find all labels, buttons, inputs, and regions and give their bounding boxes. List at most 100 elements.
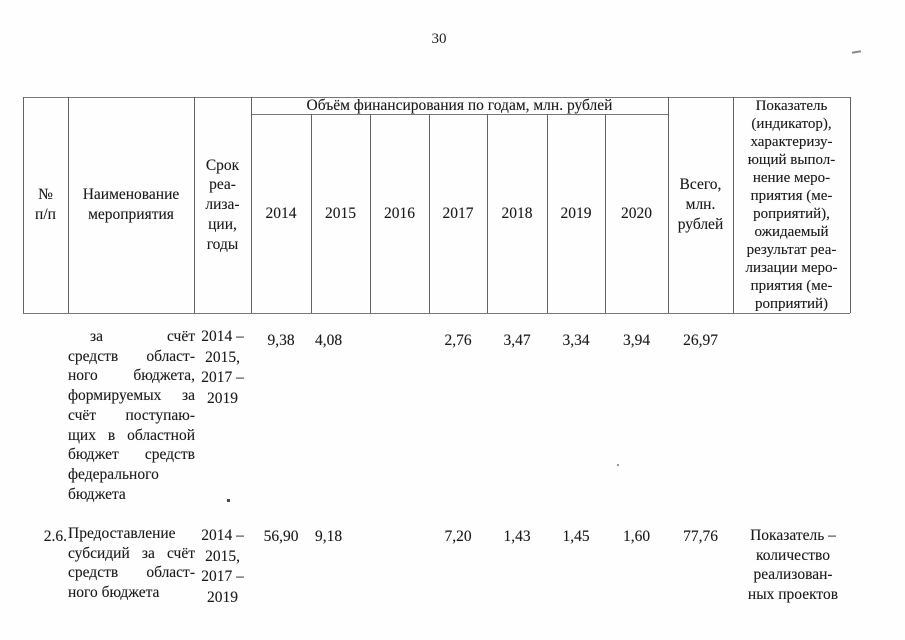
table-rule xyxy=(668,97,669,313)
header-col-num: № п/п xyxy=(23,97,68,313)
table-rule xyxy=(23,97,24,313)
text-line: рублей xyxy=(677,215,724,233)
row-term: 2014 – 2015, 2017 – 2019 xyxy=(194,327,251,409)
header-col-indicator: Показатель (индикатор), характеризу-ющий в… xyxy=(733,97,850,313)
word: област- xyxy=(146,347,195,365)
text-line: результат реа- xyxy=(746,242,837,258)
cell-value-2017: 7,20 xyxy=(444,528,472,545)
word: за xyxy=(181,387,195,405)
text-line: Всего, xyxy=(679,176,722,194)
word: за xyxy=(90,328,104,345)
text-line: лизации меро- xyxy=(745,260,838,276)
cell-value-2018: 1,43 xyxy=(503,528,531,545)
text-line: приятия (ме- xyxy=(750,188,833,204)
text-line: реа- xyxy=(209,176,236,194)
text-line: лиза- xyxy=(205,196,240,214)
text-line: нение меро- xyxy=(752,170,831,186)
header-year-2017: 2017 xyxy=(442,204,474,222)
table-rule xyxy=(850,97,851,313)
word: средств xyxy=(68,564,119,582)
row-indicator: Показатель – количество реализован-ных про… xyxy=(733,526,853,605)
word: в xyxy=(107,426,116,444)
word: поступаю- xyxy=(125,406,195,424)
row-number: 2.6. xyxy=(43,528,67,545)
header-col-name: Наименование мероприятия xyxy=(68,97,194,313)
header-year-2014: 2014 xyxy=(265,204,297,222)
cell-value-2019: 1,45 xyxy=(562,528,590,545)
text-line: счёт поступаю- xyxy=(68,406,195,426)
text-line: п/п xyxy=(35,206,56,223)
text-line: Предоставление xyxy=(68,525,176,542)
header-year-2019: 2019 xyxy=(560,204,592,222)
text-line: ных проектов xyxy=(747,586,839,604)
text-line: годы xyxy=(206,235,239,253)
text-line: мероприятия xyxy=(88,206,174,223)
text-line: средств област- xyxy=(68,347,195,367)
text-line: количество xyxy=(756,546,830,564)
cell-value-2017: 2,76 xyxy=(444,332,472,349)
text-line: 2014 – xyxy=(201,328,244,345)
word: щих xyxy=(68,426,96,444)
word: субсидий xyxy=(68,544,130,562)
table-rule xyxy=(370,114,371,313)
cell-value-2020: 1,60 xyxy=(622,528,651,545)
text-line: федерального xyxy=(68,465,159,483)
text-line: 2019 xyxy=(207,389,238,407)
table-rule xyxy=(487,114,488,313)
text-line: ции, xyxy=(208,215,237,233)
text-line: ющий выпол- xyxy=(747,152,836,168)
header-finance-span: Объём финансирования по годам, млн. рубл… xyxy=(306,96,613,114)
table-rule xyxy=(194,97,195,313)
word: за xyxy=(141,544,155,562)
text-line: Срок xyxy=(205,156,240,174)
header-year-2020: 2020 xyxy=(621,204,652,222)
word: счёт xyxy=(68,406,97,424)
text-line: роприятий), xyxy=(753,206,830,222)
text-line: щих в областной xyxy=(68,426,195,446)
table-rule xyxy=(311,114,312,313)
table-rule xyxy=(429,114,430,313)
word: бюджета, xyxy=(133,367,195,385)
header-col-term: Срок реа-лиза-ции, годы xyxy=(194,97,251,313)
word: средств xyxy=(144,446,195,464)
text-line: роприятий) xyxy=(754,296,829,312)
cell-value-2020: 3,94 xyxy=(622,332,651,349)
text-line: млн. xyxy=(685,196,716,214)
text-line: бюджет средств xyxy=(68,445,195,465)
text-line: 2017 – xyxy=(201,369,244,387)
cell-value-2019: 3,34 xyxy=(562,332,590,349)
text-line: приятия (ме- xyxy=(750,278,833,294)
header-col-total: Всего, млн. рублей xyxy=(668,97,733,313)
table-rule xyxy=(23,97,850,98)
text-line: 2015, xyxy=(205,547,240,565)
table-rule xyxy=(251,114,668,115)
text-line: 2019 xyxy=(207,588,238,606)
table-rule xyxy=(251,97,252,313)
word: средств xyxy=(68,347,119,365)
header-year-2018: 2018 xyxy=(501,204,533,222)
page-number: 30 xyxy=(431,31,447,47)
scan-speck xyxy=(227,499,230,502)
cell-value-2014: 56,90 xyxy=(263,528,299,545)
text-line: ожидаемый xyxy=(754,224,829,240)
text-line: реализован- xyxy=(753,566,833,584)
cell-value-2014: 9,38 xyxy=(267,332,295,349)
text-line: бюджета xyxy=(68,485,126,503)
row-term: 2014 – 2015, 2017 – 2019 xyxy=(194,526,251,608)
cell-value-2018: 3,47 xyxy=(503,332,531,349)
table-rule xyxy=(733,97,734,313)
text-line: № xyxy=(38,186,53,204)
text-line: ного бюджета xyxy=(68,584,160,602)
text-line: 2015, xyxy=(205,348,240,366)
text-line: формируемых за xyxy=(68,386,195,406)
word: областной xyxy=(127,426,195,444)
cell-value-2015: 4,08 xyxy=(315,332,343,349)
text-line: характеризу- xyxy=(750,134,833,150)
text-line: Показатель xyxy=(755,98,828,114)
row-name: за счёт средств област-ного бюджета, формируе… xyxy=(68,327,195,504)
table-rule xyxy=(547,114,548,313)
word: формируемых xyxy=(68,387,162,405)
table-rule xyxy=(605,114,606,313)
scan-speck xyxy=(851,50,862,54)
